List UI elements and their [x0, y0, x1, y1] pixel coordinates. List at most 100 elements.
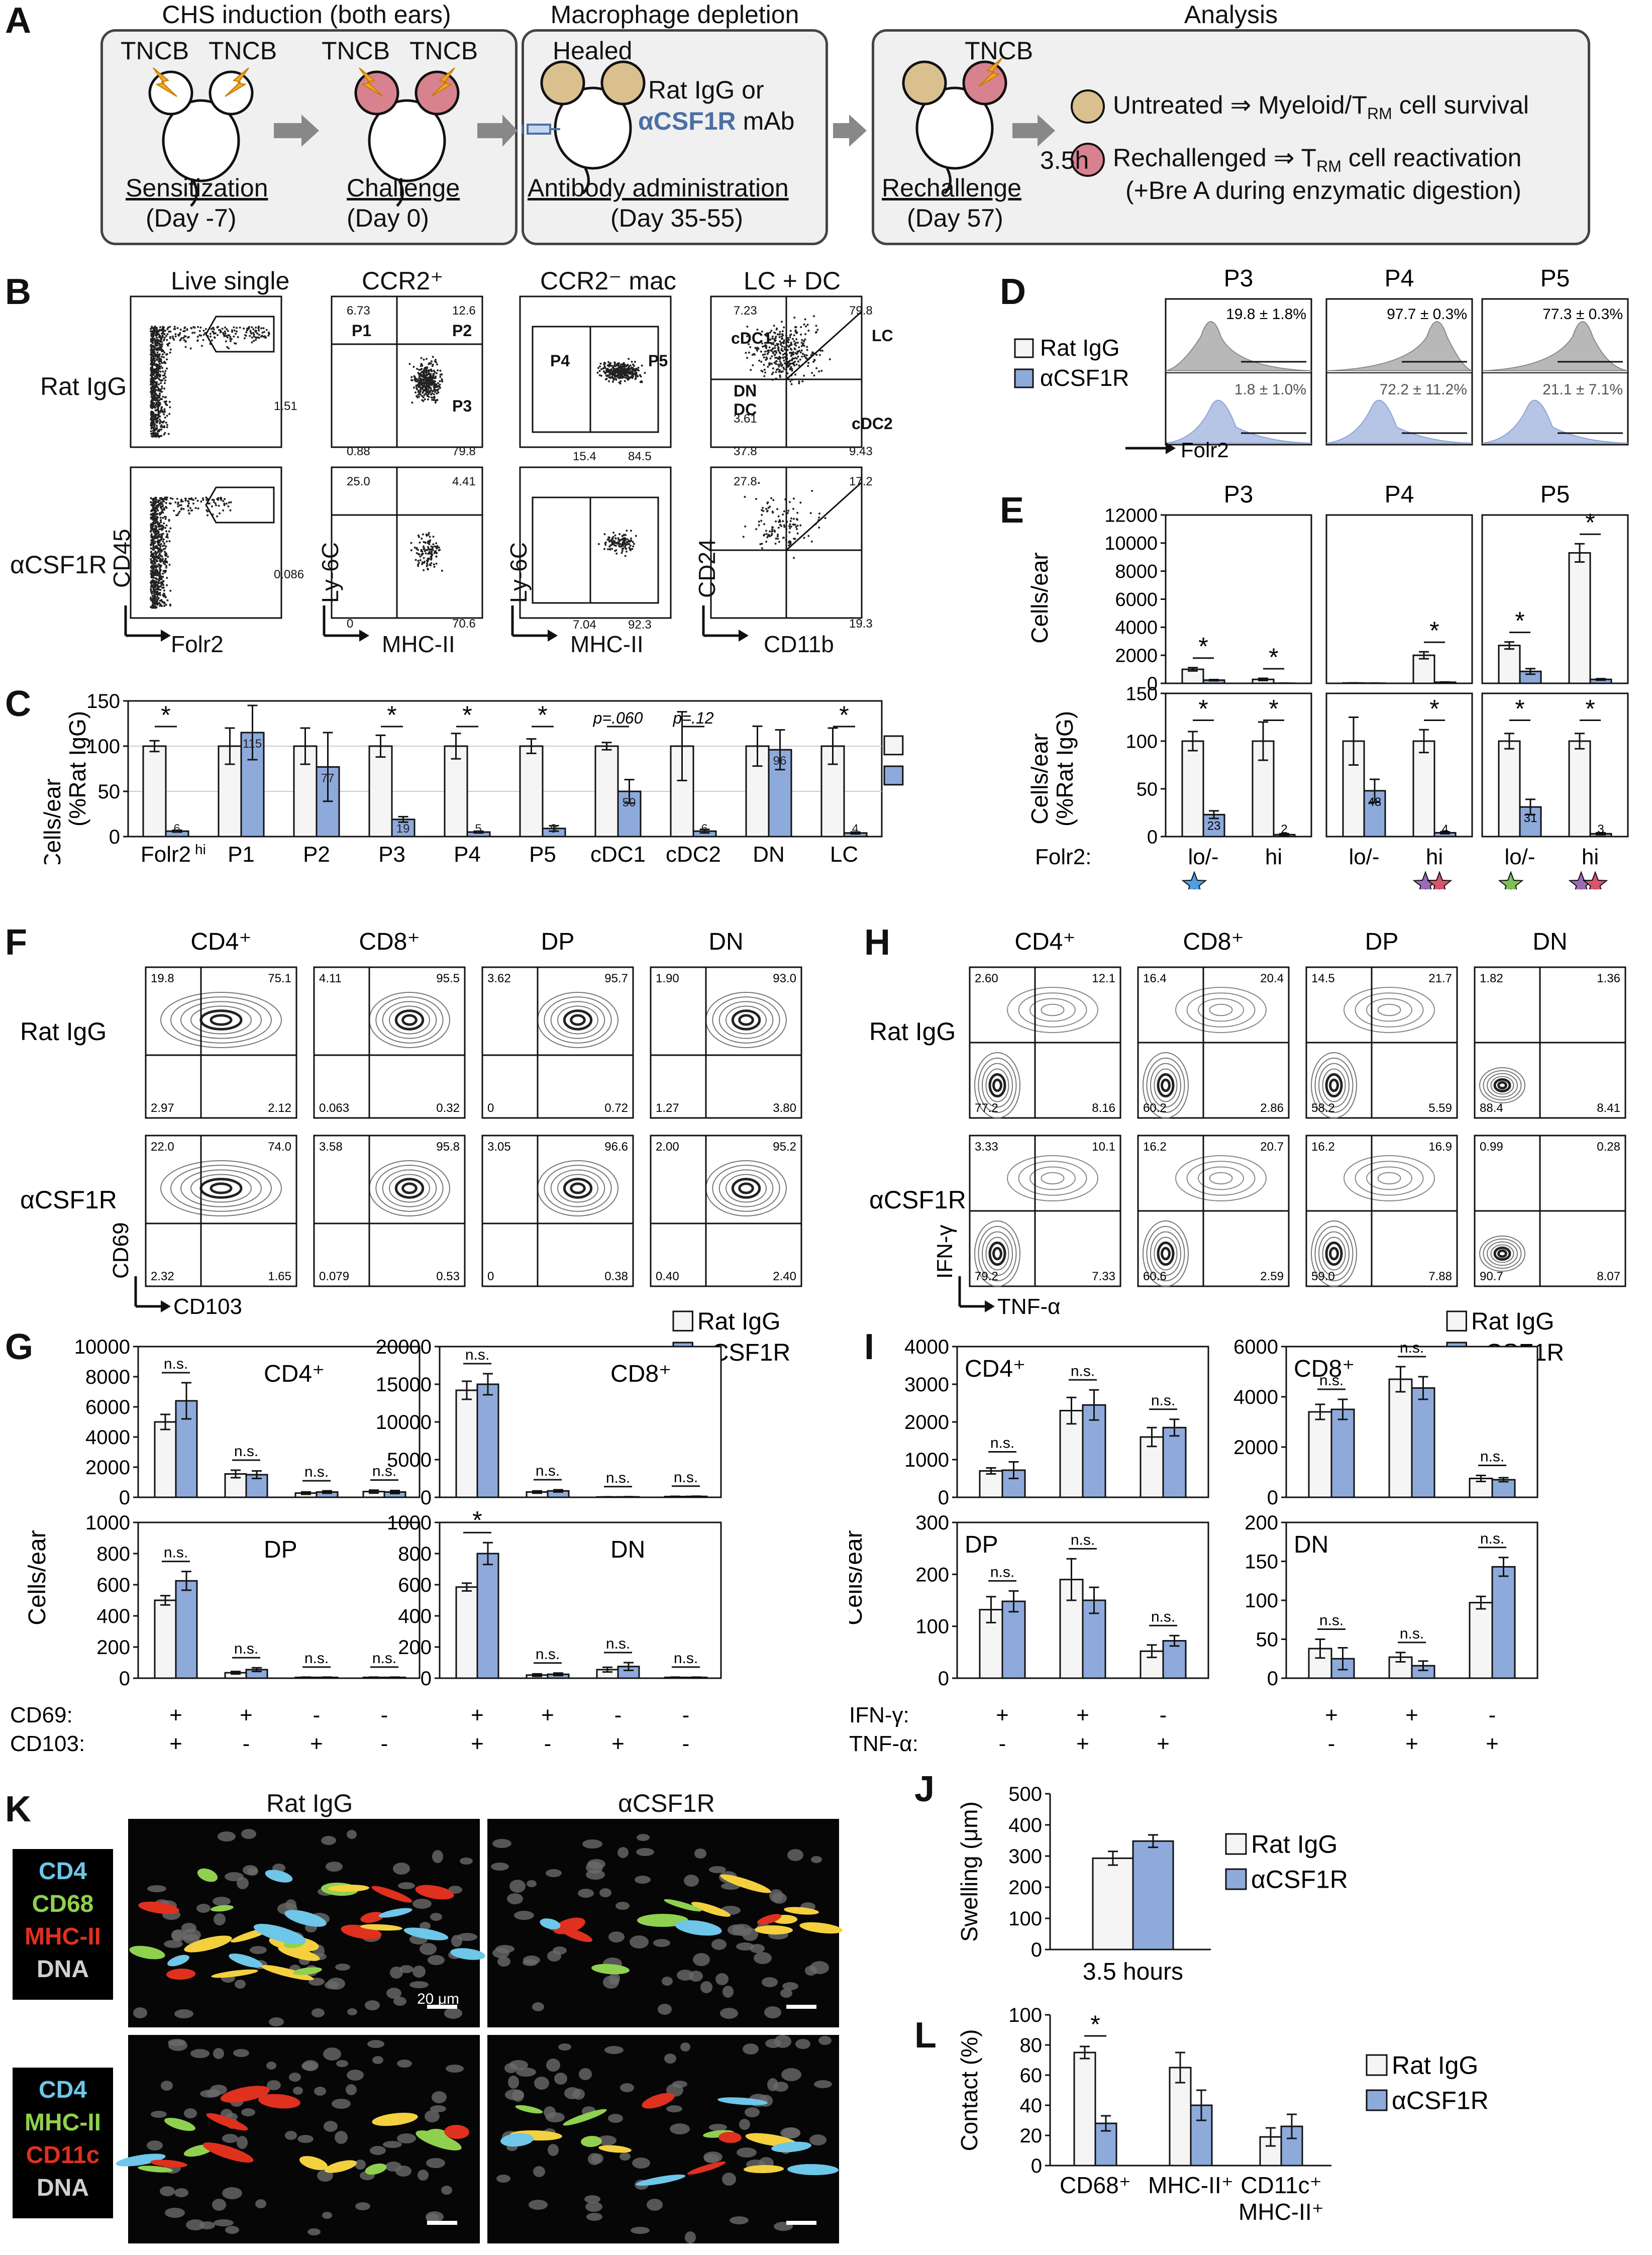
flow-event	[166, 328, 169, 330]
channel-label: MHC-II	[25, 2109, 101, 2136]
stained-cell	[206, 2113, 248, 2131]
flow-event	[159, 415, 161, 418]
flow-event	[433, 385, 435, 388]
y-tick-label: 800	[398, 1543, 432, 1565]
flow-event	[251, 336, 253, 339]
flow-event	[641, 364, 643, 367]
quadrant-value: 16.2	[1311, 1140, 1335, 1154]
flow-event	[432, 356, 434, 358]
flow-event	[160, 498, 163, 501]
y-tick-label: 50	[1256, 1629, 1279, 1651]
flow-event	[760, 520, 763, 522]
stained-cell	[799, 1922, 843, 1934]
bar-ratigg	[594, 745, 619, 838]
y-axis-label: Cells/ear	[1026, 552, 1053, 644]
flow-event	[155, 420, 158, 423]
chart-i: Rat IgGαCSF1R01000200030004000n.s.n.s.n.…	[849, 1308, 1564, 1756]
flow-event	[169, 348, 172, 351]
flow-event	[609, 544, 612, 547]
flow-event	[790, 383, 793, 385]
nucleus	[171, 1929, 186, 1941]
data-label: 4	[1441, 823, 1448, 836]
significance-label: *	[1585, 508, 1595, 537]
flow-event	[423, 394, 426, 396]
flow-event	[210, 328, 213, 330]
stained-cell	[184, 1935, 232, 1953]
stained-cell	[636, 2174, 686, 2186]
flow-event	[439, 376, 442, 378]
legend-label: αCSF1R	[1040, 365, 1129, 391]
row-label: αCSF1R	[20, 1186, 117, 1214]
contour	[570, 1014, 586, 1026]
flow-event	[153, 391, 156, 394]
flow-event	[156, 328, 158, 331]
flow-event	[597, 543, 600, 545]
flow-event	[430, 396, 433, 399]
contour	[1143, 1220, 1189, 1287]
flow-event	[171, 335, 174, 338]
flow-event	[433, 566, 436, 568]
flow-event	[235, 333, 237, 335]
flow-event	[154, 532, 156, 535]
flow-event	[158, 539, 161, 542]
flow-event	[795, 526, 797, 528]
flow-event	[441, 569, 443, 572]
flow-event	[816, 329, 819, 331]
flow-event	[420, 550, 423, 552]
flow-event	[166, 540, 168, 543]
axis-y-ly6c: Ly-6C	[317, 542, 343, 603]
flow-event	[151, 556, 154, 559]
flow-event	[427, 541, 429, 543]
flow-event	[153, 503, 156, 506]
contour	[210, 1182, 233, 1194]
significance-label: n.s.	[606, 1470, 630, 1486]
contour	[1041, 1172, 1065, 1185]
flow-event	[433, 563, 435, 566]
flow-plot-frame	[313, 966, 466, 1119]
flow-event	[628, 543, 631, 545]
flow-event	[614, 542, 617, 544]
flow-event	[160, 501, 162, 503]
flow-event	[633, 543, 635, 545]
y-axis-label: Cells/ear	[39, 778, 65, 864]
flow-event	[163, 408, 166, 411]
arrow-icon	[1166, 442, 1176, 454]
flow-event	[180, 504, 182, 506]
flow-event	[621, 366, 623, 369]
flow-event	[417, 534, 420, 537]
stained-cell	[293, 1967, 322, 1975]
flow-event	[611, 542, 613, 545]
nucleus	[393, 1997, 406, 2006]
flow-event	[267, 334, 270, 337]
flow-event	[158, 353, 161, 356]
flow-event	[760, 369, 763, 372]
flow-event	[606, 539, 609, 541]
significance-label: *	[1429, 695, 1439, 723]
significance-label: n.s.	[536, 1463, 560, 1479]
flow-event	[435, 384, 437, 386]
nucleus	[579, 2068, 592, 2080]
nucleus	[631, 2227, 650, 2234]
flow-event	[151, 401, 154, 403]
stained-cell	[675, 1920, 722, 1936]
flow-event	[773, 338, 775, 341]
nucleus	[765, 2039, 781, 2048]
bar-ratigg	[455, 1586, 478, 1679]
y-tick-label: 100	[86, 736, 120, 758]
flow-event	[155, 510, 157, 513]
flow-event	[160, 507, 163, 510]
flow-event	[155, 599, 158, 601]
flow-event	[150, 555, 152, 557]
flow-event	[161, 367, 163, 369]
flow-event	[423, 370, 425, 372]
nucleus	[355, 2202, 370, 2210]
flow-event	[154, 517, 156, 519]
y-tick-label: 150	[1245, 1551, 1278, 1573]
flow-event	[419, 392, 421, 395]
flow-event	[191, 332, 194, 334]
flow-event	[168, 342, 171, 344]
flow-event	[152, 350, 155, 352]
flow-event	[187, 509, 190, 511]
flow-event	[424, 379, 427, 382]
flow-event	[152, 584, 154, 587]
